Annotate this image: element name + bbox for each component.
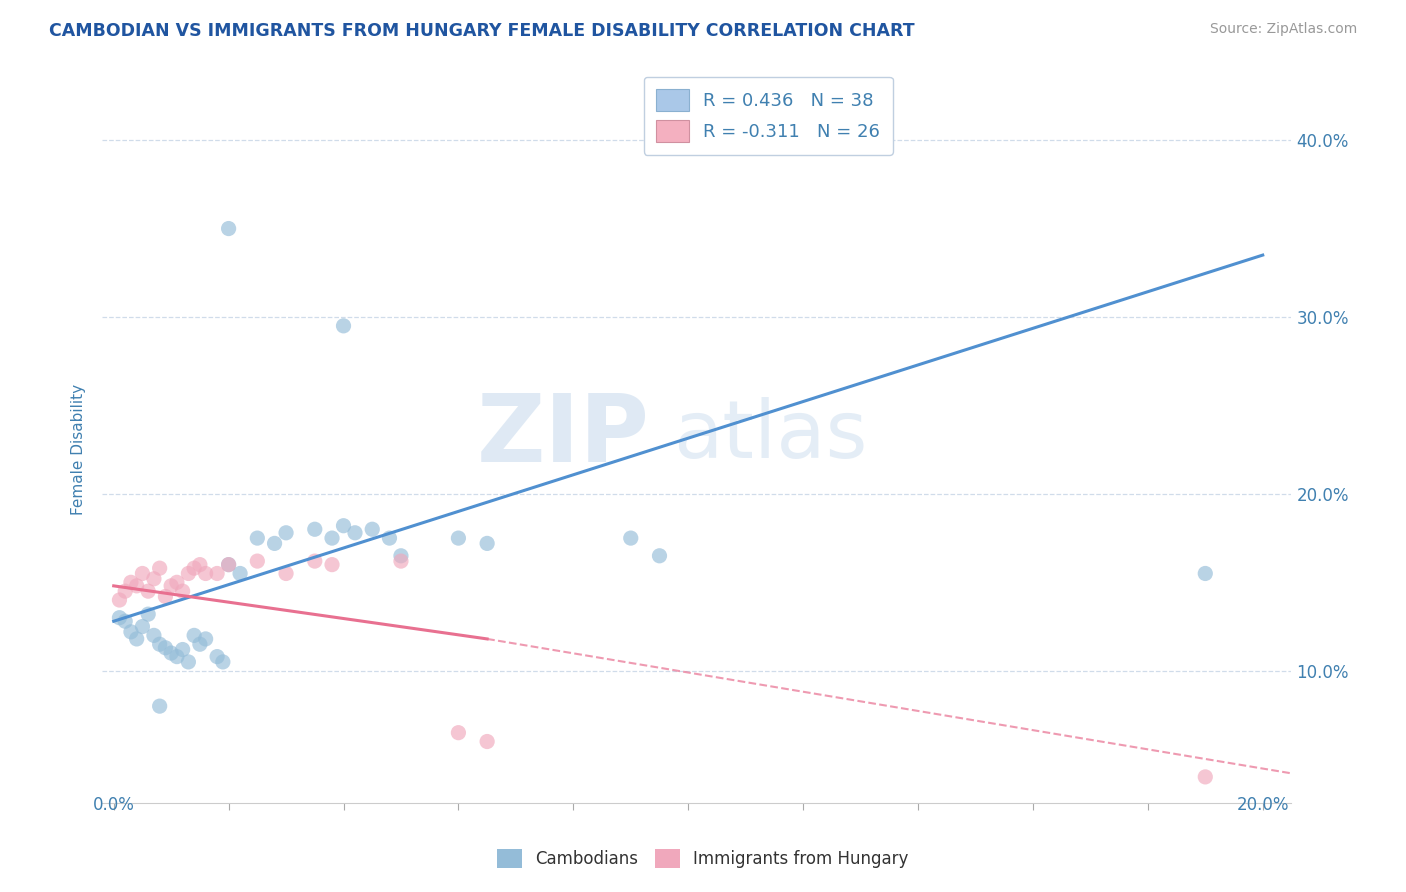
Text: Source: ZipAtlas.com: Source: ZipAtlas.com: [1209, 22, 1357, 37]
Point: [188, 558, 211, 572]
Point: [125, 579, 148, 593]
Point: [131, 619, 153, 633]
Point: [1194, 566, 1216, 581]
Point: [361, 522, 384, 536]
Point: [136, 607, 159, 622]
Point: [160, 646, 183, 660]
Point: [120, 575, 142, 590]
Text: 0.0%: 0.0%: [93, 797, 135, 814]
Point: [172, 584, 194, 599]
Point: [475, 536, 498, 550]
Point: [172, 642, 194, 657]
Text: atlas: atlas: [673, 397, 868, 475]
Point: [131, 566, 153, 581]
Point: [648, 549, 671, 563]
Point: [120, 624, 142, 639]
Point: [114, 584, 136, 599]
Point: [177, 655, 200, 669]
Legend: Cambodians, Immigrants from Hungary: Cambodians, Immigrants from Hungary: [491, 842, 915, 875]
Point: [246, 531, 269, 545]
Point: [149, 699, 172, 714]
Point: [205, 566, 228, 581]
Point: [155, 640, 177, 655]
Point: [447, 725, 470, 739]
Point: [149, 637, 172, 651]
Point: [142, 572, 165, 586]
Point: [229, 566, 252, 581]
Point: [108, 593, 131, 607]
Point: [304, 554, 326, 568]
Point: [183, 561, 205, 575]
Point: [1194, 770, 1216, 784]
Point: [205, 649, 228, 664]
Point: [166, 575, 188, 590]
Point: [194, 632, 217, 646]
Point: [160, 579, 183, 593]
Point: [246, 554, 269, 568]
Text: 20.0%: 20.0%: [1236, 797, 1289, 814]
Legend: R = 0.436   N = 38, R = -0.311   N = 26: R = 0.436 N = 38, R = -0.311 N = 26: [644, 77, 893, 155]
Point: [274, 525, 297, 540]
Point: [188, 637, 211, 651]
Point: [125, 632, 148, 646]
Point: [274, 566, 297, 581]
Point: [378, 531, 401, 545]
Point: [108, 610, 131, 624]
Point: [447, 531, 470, 545]
Text: ZIP: ZIP: [477, 390, 650, 482]
Point: [389, 554, 412, 568]
Point: [142, 628, 165, 642]
Point: [194, 566, 217, 581]
Point: [149, 561, 172, 575]
Point: [177, 566, 200, 581]
Point: [304, 522, 326, 536]
Point: [620, 531, 643, 545]
Point: [389, 549, 412, 563]
Point: [263, 536, 285, 550]
Point: [218, 221, 240, 235]
Point: [475, 734, 498, 748]
Point: [321, 531, 343, 545]
Text: CAMBODIAN VS IMMIGRANTS FROM HUNGARY FEMALE DISABILITY CORRELATION CHART: CAMBODIAN VS IMMIGRANTS FROM HUNGARY FEM…: [49, 22, 915, 40]
Point: [332, 318, 354, 333]
Point: [114, 614, 136, 628]
Point: [321, 558, 343, 572]
Point: [183, 628, 205, 642]
Point: [155, 590, 177, 604]
Point: [212, 655, 235, 669]
Point: [136, 584, 159, 599]
Point: [218, 558, 240, 572]
Point: [166, 649, 188, 664]
Y-axis label: Female Disability: Female Disability: [72, 384, 86, 516]
Point: [218, 558, 240, 572]
Point: [332, 518, 354, 533]
Point: [343, 525, 366, 540]
